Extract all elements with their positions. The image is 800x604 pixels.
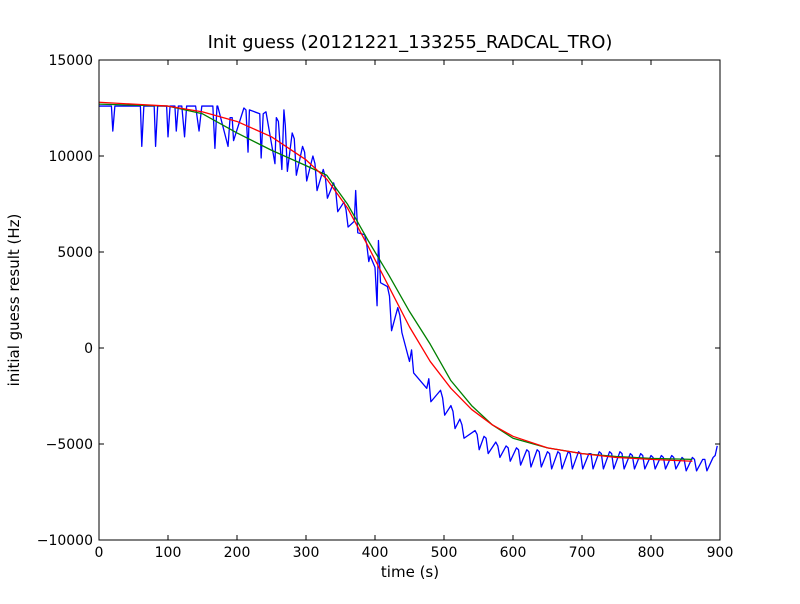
series-line-3 xyxy=(98,101,693,462)
x-tick-label: 600 xyxy=(500,545,527,561)
x-tick-label: 700 xyxy=(569,545,596,561)
x-tick-label: 800 xyxy=(638,545,665,561)
x-tick-label: 900 xyxy=(707,545,734,561)
x-tick-label: 0 xyxy=(95,545,104,561)
series-layer xyxy=(98,101,718,472)
x-tick-label: 200 xyxy=(224,545,251,561)
x-tick-label: 400 xyxy=(362,545,389,561)
x-tick-label: 500 xyxy=(431,545,458,561)
x-tick-label: 300 xyxy=(293,545,320,561)
tick-layer: 0 100 200 300 400 500 600 700 800 900 −10000 −5000 0… xyxy=(37,53,734,561)
y-tick-label: −5000 xyxy=(46,437,93,453)
y-tick-label: 10000 xyxy=(48,149,93,165)
x-tick-label: 100 xyxy=(155,545,182,561)
y-tick-label: −10000 xyxy=(37,533,93,549)
chart-title: Init guess (20121221_133255_RADCAL_TRO) xyxy=(208,32,613,53)
y-tick-label: 15000 xyxy=(48,53,93,69)
plot-frame xyxy=(98,59,721,541)
y-tick-label: 0 xyxy=(84,341,93,357)
y-axis-label: initial guess result (Hz) xyxy=(5,214,23,387)
y-tick-label: 5000 xyxy=(57,245,93,261)
x-axis-label: time (s) xyxy=(381,563,439,581)
